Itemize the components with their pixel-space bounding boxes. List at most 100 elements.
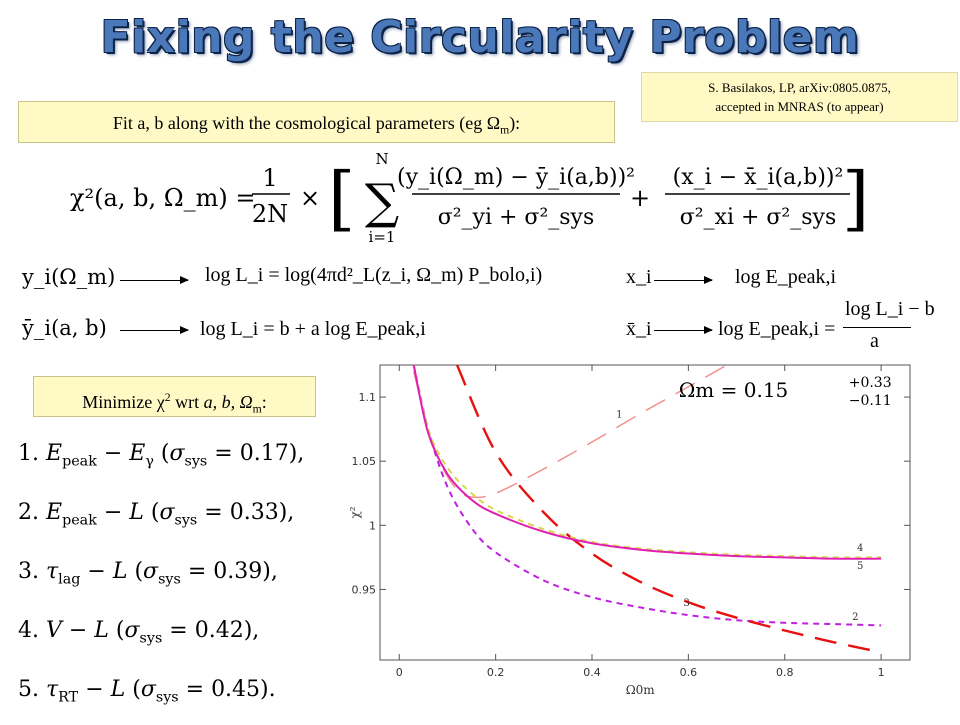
fit-end: ):	[509, 113, 521, 133]
relation-sigma-value: 0.17	[239, 441, 289, 466]
relation-punct: ,	[270, 559, 278, 584]
relation-number: 3.	[18, 559, 39, 584]
x-tick-label: 0.8	[776, 666, 794, 679]
left-bracket: [	[328, 157, 355, 239]
minimize-end: :	[261, 392, 267, 412]
series-label: 2	[852, 612, 858, 623]
relation-punct: ,	[252, 618, 260, 643]
relation-close: )	[243, 618, 253, 643]
relation-punct: ,	[287, 500, 295, 525]
relation-number: 4.	[18, 618, 39, 643]
arrow-x	[654, 276, 713, 284]
y-tick-label: 1.1	[359, 391, 377, 404]
minimize-text: Minimize χ	[82, 392, 165, 412]
relation-open: (	[143, 500, 160, 525]
relation-close: )	[260, 677, 269, 702]
y-tick-label: 0.95	[352, 583, 377, 596]
relation-number: 5.	[18, 677, 39, 702]
reference-line-2: accepted in MNRAS (to appear)	[715, 99, 884, 114]
minimize-rest: wrt	[170, 392, 204, 412]
minimize-box: Minimize χ2 wrt a, b, Ωm:	[33, 376, 316, 417]
relation-rhs: − L	[96, 500, 144, 525]
relation-item: 1. Epeak − Eγ (σsys = 0.17),	[18, 430, 348, 489]
chi2-equation: χ²(a, b, Ω_m) = 1 2N × [ N ∑ i=1 (y_i(Ω_…	[70, 150, 869, 246]
chart-annotation-sub: −0.11	[849, 393, 892, 409]
chi2-chart-svg: 0 0.2 0.4 0.6 0.8 1 0.95 1 1.05 1.1 Ω0m χ² 1 2 3 4 5 Ωm =…	[348, 364, 911, 697]
fit-text: Fit a, b along with the cosmological par…	[112, 113, 501, 133]
relation-sigma: σ	[159, 500, 175, 525]
y-tick-label: 1.05	[352, 455, 377, 468]
xbar-num: log L_i − b	[845, 298, 935, 320]
y-tick-label: 1	[369, 519, 376, 532]
x-tick-label: 1	[878, 666, 885, 679]
relation-punct: .	[268, 677, 276, 702]
relation-number: 2.	[18, 500, 39, 525]
arrow-y	[120, 276, 189, 284]
eq-plus: +	[630, 184, 650, 212]
term2-den: σ²_xi + σ²_sys	[680, 205, 837, 230]
relation-sigma: σ	[124, 618, 140, 643]
y-axis-label: χ²	[348, 506, 362, 518]
xbar-frac-bar	[843, 327, 911, 328]
relation-sigma-sub: sys	[155, 689, 179, 706]
arrow-xbar	[654, 326, 713, 334]
sum-lower: i=1	[369, 228, 396, 246]
relation-close: )	[288, 441, 298, 466]
x-left: x_i	[626, 266, 652, 288]
x-tick-label: 0.6	[680, 666, 698, 679]
right-bracket: ]	[842, 157, 869, 239]
relation-eq: =	[162, 618, 195, 643]
relation-item: 3. τlag − L (σsys = 0.39),	[18, 548, 348, 607]
relation-sigma: σ	[169, 441, 185, 466]
relation-lhs-sub: peak	[62, 512, 97, 529]
series-label: 5	[857, 561, 863, 572]
relation-sigma-sub: sys	[139, 630, 163, 647]
x-tick-label: 0.2	[487, 666, 505, 679]
relation-eq: =	[197, 500, 230, 525]
relation-close: )	[262, 559, 271, 584]
eq-frac-den: 2N	[252, 200, 288, 228]
relation-sigma-value: 0.33	[229, 500, 279, 525]
fit-sub: m	[500, 123, 510, 137]
fit-instruction-box: Fit a, b along with the cosmological par…	[18, 101, 615, 143]
relation-punct: ,	[297, 441, 305, 466]
slide-title: Fixing the Circularity Problem	[100, 12, 860, 63]
xbar-den: a	[870, 330, 879, 352]
y-left: y_i(Ω_m)	[22, 265, 116, 289]
x-tick-label: 0	[396, 666, 403, 679]
relation-sigma-value: 0.42	[194, 618, 244, 643]
relation-lhs: E	[46, 441, 63, 466]
relation-lhs-sub: peak	[62, 453, 97, 470]
relation-sigma-sub: sys	[158, 571, 181, 588]
x-axis-label: Ω0m	[626, 683, 656, 697]
series-line-5	[412, 365, 882, 560]
series-label: 4	[857, 543, 863, 554]
relation-rhs: − E	[96, 441, 146, 466]
relation-eq: =	[180, 559, 214, 584]
relation-lhs: τ	[46, 677, 59, 702]
relation-item: 4. V − L (σsys = 0.42),	[18, 607, 348, 666]
relation-sigma: σ	[140, 677, 156, 702]
term1-den: σ²_yi + σ²_sys	[438, 205, 595, 230]
relation-lhs-sub: lag	[58, 571, 81, 588]
relation-lhs-sub: RT	[58, 689, 79, 706]
relation-eq: =	[178, 677, 212, 702]
relation-sigma-value: 0.45	[211, 677, 261, 702]
reference-line-1: S. Basilakos, LP, arXiv:0805.0875,	[708, 80, 891, 95]
ybar-left: ȳ_i(a, b)	[22, 316, 107, 340]
relation-rhs: − L	[78, 677, 126, 702]
relations-list: 1. Epeak − Eγ (σsys = 0.17), 2. Epeak − L…	[18, 430, 348, 725]
term1-num: (y_i(Ω_m) − ȳ_i(a,b))²	[397, 165, 635, 190]
x-tick-label: 0.4	[583, 666, 601, 679]
xbar-right-lhs: log E_peak,i =	[718, 318, 836, 340]
relation-number: 1.	[18, 441, 39, 466]
relation-sigma-sub: sys	[174, 512, 198, 529]
ybar-right: log L_i = b + a log E_peak,i	[200, 318, 426, 340]
relation-open: (	[153, 441, 170, 466]
relation-open: (	[125, 677, 141, 702]
relation-eq: =	[207, 441, 240, 466]
x-right: log E_peak,i	[735, 266, 837, 288]
relation-sigma: σ	[143, 559, 159, 584]
series-label: 1	[616, 410, 622, 421]
relation-close: )	[278, 500, 288, 525]
